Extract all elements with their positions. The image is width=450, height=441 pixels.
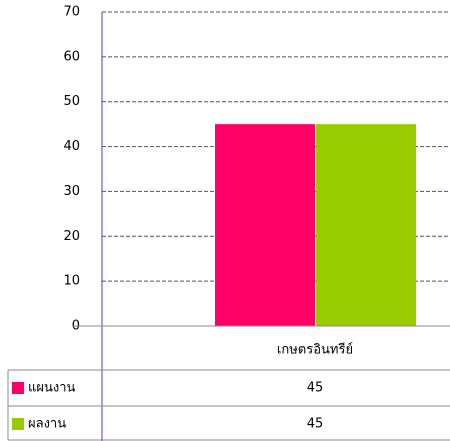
legend-swatch	[12, 382, 24, 394]
y-tick-label: 20	[63, 229, 80, 244]
bar	[215, 124, 315, 327]
y-tick-label: 40	[63, 139, 80, 154]
x-tick-label: เกษตรอินทรีย์	[277, 342, 353, 358]
legend-label: ผลงาน	[28, 417, 66, 432]
y-tick-label: 10	[63, 274, 80, 289]
bar	[316, 124, 416, 327]
table-value: 45	[307, 381, 324, 396]
legend-label: แผนงาน	[28, 381, 76, 396]
legend-swatch	[12, 418, 24, 430]
y-tick-label: 60	[63, 49, 80, 64]
y-tick-label: 50	[63, 94, 80, 109]
table-value: 45	[307, 417, 324, 432]
y-tick-label: 70	[63, 5, 80, 20]
y-tick-label: 30	[63, 184, 80, 199]
